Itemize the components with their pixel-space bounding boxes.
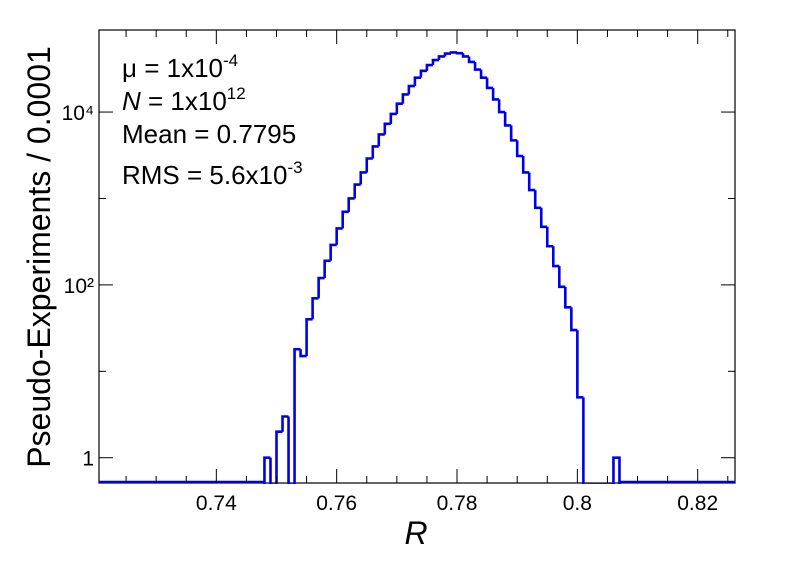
- bar: [269, 457, 277, 484]
- bar: [263, 456, 271, 484]
- bar: [515, 140, 524, 158]
- bar: [479, 69, 488, 79]
- bar: [564, 286, 572, 309]
- annotation-sup: 12: [227, 84, 246, 103]
- bar: [473, 61, 482, 71]
- annotation: RMS = 5.6x10-3: [122, 158, 303, 190]
- x-tick-label: 0.78: [437, 492, 478, 515]
- bar: [395, 102, 403, 114]
- bar: [401, 93, 409, 104]
- bar: [413, 76, 421, 87]
- bar: [461, 53, 470, 58]
- bar: [293, 347, 301, 484]
- bar: [443, 52, 451, 57]
- y-tick-label: 10⁴: [62, 102, 94, 125]
- bar: [317, 276, 325, 299]
- bar: [521, 156, 530, 174]
- bar: [497, 99, 506, 114]
- bar: [365, 157, 373, 173]
- bar: [281, 415, 289, 432]
- bar: [359, 171, 367, 185]
- annotation-text: RMS = 5.6x10: [122, 160, 287, 190]
- bar: [407, 84, 415, 95]
- y-tick-label: 10²: [64, 275, 94, 298]
- annotation: Mean = 0.7795: [122, 119, 296, 149]
- bar: [570, 307, 578, 332]
- bar: [527, 172, 536, 192]
- bar: [371, 145, 379, 159]
- bar: [347, 197, 355, 212]
- annotation-symbol: N: [122, 86, 141, 116]
- annotation-text: = 1x10: [141, 86, 227, 116]
- bar: [467, 56, 476, 64]
- bar: [341, 210, 349, 229]
- bar: [437, 55, 445, 61]
- x-tick-label: 0.82: [677, 492, 718, 515]
- bar: [582, 397, 590, 484]
- annotation: N = 1x1012: [122, 84, 246, 116]
- bar: [329, 243, 337, 261]
- plot-frame: [98, 29, 736, 484]
- x-axis-title: R: [404, 515, 427, 551]
- bar: [509, 125, 518, 142]
- bar: [311, 296, 319, 320]
- bar: [425, 63, 433, 71]
- bar: [275, 430, 283, 484]
- bar: [612, 456, 621, 484]
- x-tick-label: 0.74: [196, 492, 237, 515]
- bar: [323, 259, 331, 279]
- bar: [449, 51, 458, 54]
- y-tick-label: 1: [82, 448, 94, 471]
- bar: [539, 207, 548, 229]
- bar: [389, 112, 397, 124]
- bar: [287, 416, 295, 484]
- bar: [377, 133, 385, 147]
- bar: [576, 330, 584, 399]
- bar: [335, 227, 343, 245]
- annotation-text: Mean = 0.7795: [122, 119, 296, 149]
- bar: [533, 190, 542, 210]
- y-axis-title: Pseudo-Experiments / 0.0001: [21, 46, 57, 468]
- bar: [551, 246, 560, 268]
- bar: [545, 226, 554, 248]
- annotation-text: μ = 1x10: [122, 53, 223, 83]
- x-tick-label: 0.8: [563, 492, 592, 515]
- bar: [558, 266, 566, 289]
- bar: [485, 77, 494, 90]
- histogram: [99, 51, 735, 484]
- bar: [353, 183, 361, 199]
- bar: [491, 87, 500, 101]
- annotation-sup: -3: [287, 158, 302, 177]
- bar: [299, 349, 307, 358]
- annotation-sup: -4: [223, 51, 238, 70]
- bar: [305, 317, 313, 357]
- bar: [419, 69, 427, 78]
- annotation: μ = 1x10-4: [122, 51, 238, 83]
- bar: [455, 51, 464, 55]
- x-tick-label: 0.76: [316, 492, 357, 515]
- bar: [431, 58, 439, 66]
- bar: [503, 112, 512, 127]
- bar: [383, 122, 391, 135]
